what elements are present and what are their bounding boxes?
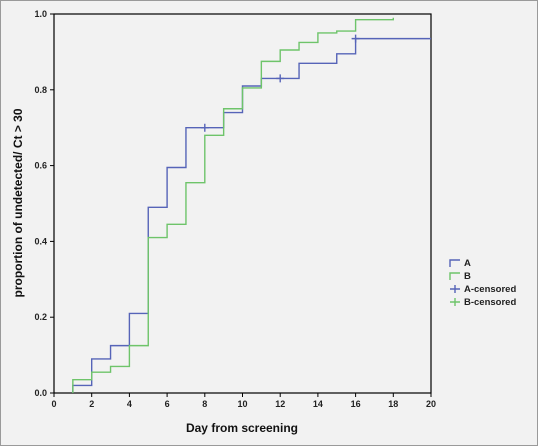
censor-marker xyxy=(351,34,360,43)
x-tick-label: 14 xyxy=(313,399,323,409)
plot-area xyxy=(53,13,432,394)
x-tick-label: 6 xyxy=(165,399,170,409)
x-axis-ticks: 0 2 4 6 8 10 12 14 16 18 20 xyxy=(51,393,436,409)
legend-label: A-censored xyxy=(464,284,516,295)
x-tick-label: 4 xyxy=(127,399,132,409)
y-tick-label: 0.2 xyxy=(34,312,47,322)
y-tick-label: 0.0 xyxy=(34,388,47,398)
legend-swatch-step xyxy=(449,259,460,267)
x-tick-label: 0 xyxy=(51,399,56,409)
x-tick-label: 8 xyxy=(202,399,207,409)
series-line-a xyxy=(72,37,431,393)
x-axis-title: Day from screening xyxy=(186,421,298,435)
y-tick-label: 1.0 xyxy=(34,9,47,19)
y-axis-ticks: 0.0 0.2 0.4 0.6 0.8 1.0 xyxy=(34,9,54,398)
legend-swatch-step xyxy=(449,272,460,280)
censor-marker xyxy=(200,123,209,132)
x-tick-label: 16 xyxy=(351,399,361,409)
y-tick-label: 0.6 xyxy=(34,161,47,171)
censor-marker xyxy=(276,74,285,83)
x-tick-label: 12 xyxy=(275,399,285,409)
x-tick-label: 10 xyxy=(237,399,247,409)
y-tick-label: 0.4 xyxy=(34,236,47,246)
x-tick-label: 2 xyxy=(89,399,94,409)
legend-label: B xyxy=(464,271,471,282)
y-axis-title: proportion of undetected/ Ct > 30 xyxy=(11,108,25,297)
legend-swatch-cross xyxy=(450,298,460,306)
legend-label: A xyxy=(464,258,471,269)
series-layer xyxy=(72,17,431,393)
legend-swatch-cross xyxy=(450,285,460,293)
censored-markers xyxy=(200,34,360,132)
legend: AB A-censored B-censored xyxy=(449,258,516,308)
series-line-b xyxy=(72,17,394,393)
y-tick-label: 0.8 xyxy=(34,85,47,95)
x-tick-label: 18 xyxy=(388,399,398,409)
legend-label: B-censored xyxy=(464,297,516,308)
x-tick-label: 20 xyxy=(426,399,436,409)
